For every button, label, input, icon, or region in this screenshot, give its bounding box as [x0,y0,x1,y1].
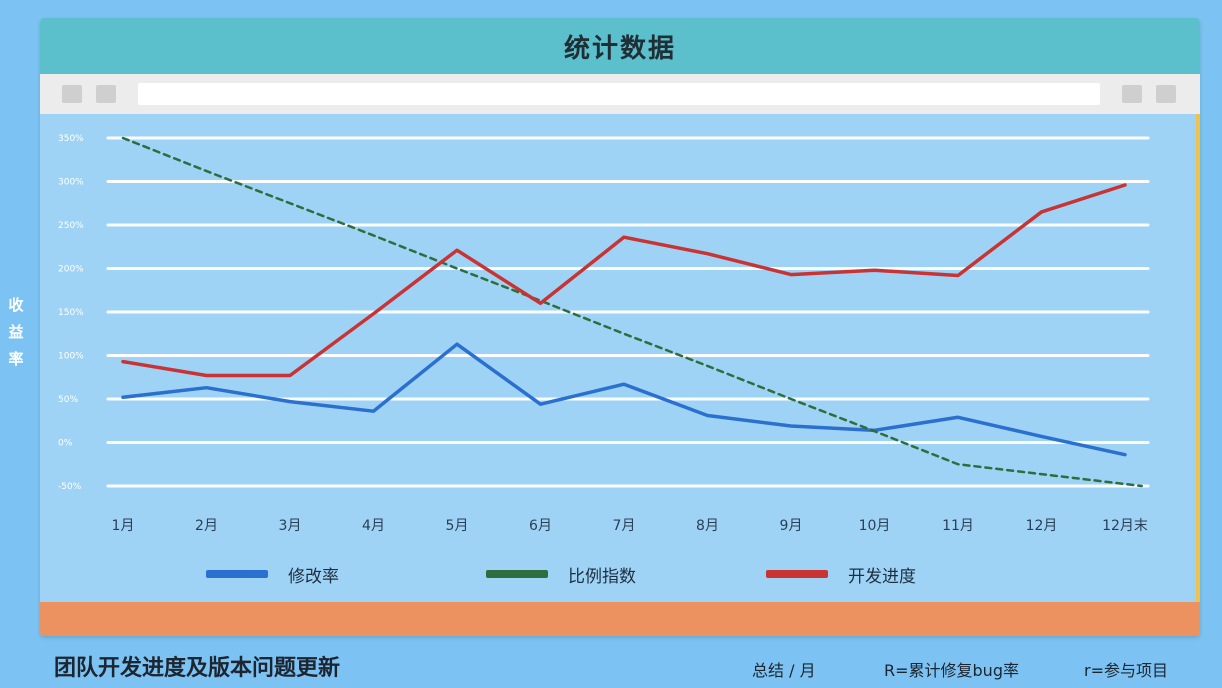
x-tick-label: 6月 [529,518,552,534]
x-tick-label: 10月 [859,518,891,534]
legend-swatch [486,570,548,578]
y-tick-label: 200% [58,265,84,275]
chart-area [40,114,1200,602]
x-tick-label: 11月 [942,518,974,534]
legend-swatch [206,570,268,578]
y-tick-label: 100% [58,352,84,362]
x-tick-label: 12月末 [1102,518,1148,534]
footer-bar [40,602,1200,636]
footer-r-lower-note: r=参与项目 [1084,661,1168,680]
y-tick-label: 50% [58,395,78,405]
footer-summary: 总结 / 月 [752,661,816,680]
series-line-0 [121,342,1127,457]
toolbar-forward-button[interactable] [96,85,116,103]
series-line-2 [121,183,1127,378]
legend-label: 修改率 [288,567,339,587]
legend-swatch [766,570,828,578]
y-tick-label: 300% [58,178,84,188]
toolbar-close-button[interactable] [1156,85,1176,103]
footer-r-upper-note: R=累计修复bug率 [884,661,1019,680]
y-axis-label-char: 率 [8,350,24,368]
toolbar-back-button[interactable] [62,85,82,103]
y-tick-label: 150% [58,308,84,318]
x-tick-label: 8月 [696,518,719,534]
x-tick-label: 5月 [446,518,469,534]
chart-window: 统计数据 [40,18,1200,636]
y-axis-label: 收益率 [6,292,26,373]
footer-title: 团队开发进度及版本问题更新 [54,656,341,681]
x-tick-label: 7月 [613,518,636,534]
x-tick-label: 12月 [1026,518,1058,534]
legend-label: 比例指数 [568,567,636,587]
toolbar-menu-button[interactable] [1122,85,1142,103]
window-title: 统计数据 [563,34,676,64]
address-bar[interactable] [138,83,1100,105]
y-tick-label: -50% [58,482,82,492]
y-tick-label: 250% [58,221,84,231]
y-axis-label-char: 益 [8,323,24,341]
y-tick-label: 350% [58,134,84,144]
x-tick-label: 9月 [780,518,803,534]
series-line-1 [121,136,1143,488]
y-tick-label: 0% [58,439,73,449]
x-tick-label: 2月 [195,518,218,534]
y-axis-label-char: 收 [8,296,24,314]
title-bar: 统计数据 [40,18,1200,74]
x-tick-label: 4月 [362,518,385,534]
legend-label: 开发进度 [848,567,916,587]
x-tick-label: 3月 [279,518,302,534]
x-tick-label: 1月 [112,518,135,534]
toolbar [40,74,1200,114]
